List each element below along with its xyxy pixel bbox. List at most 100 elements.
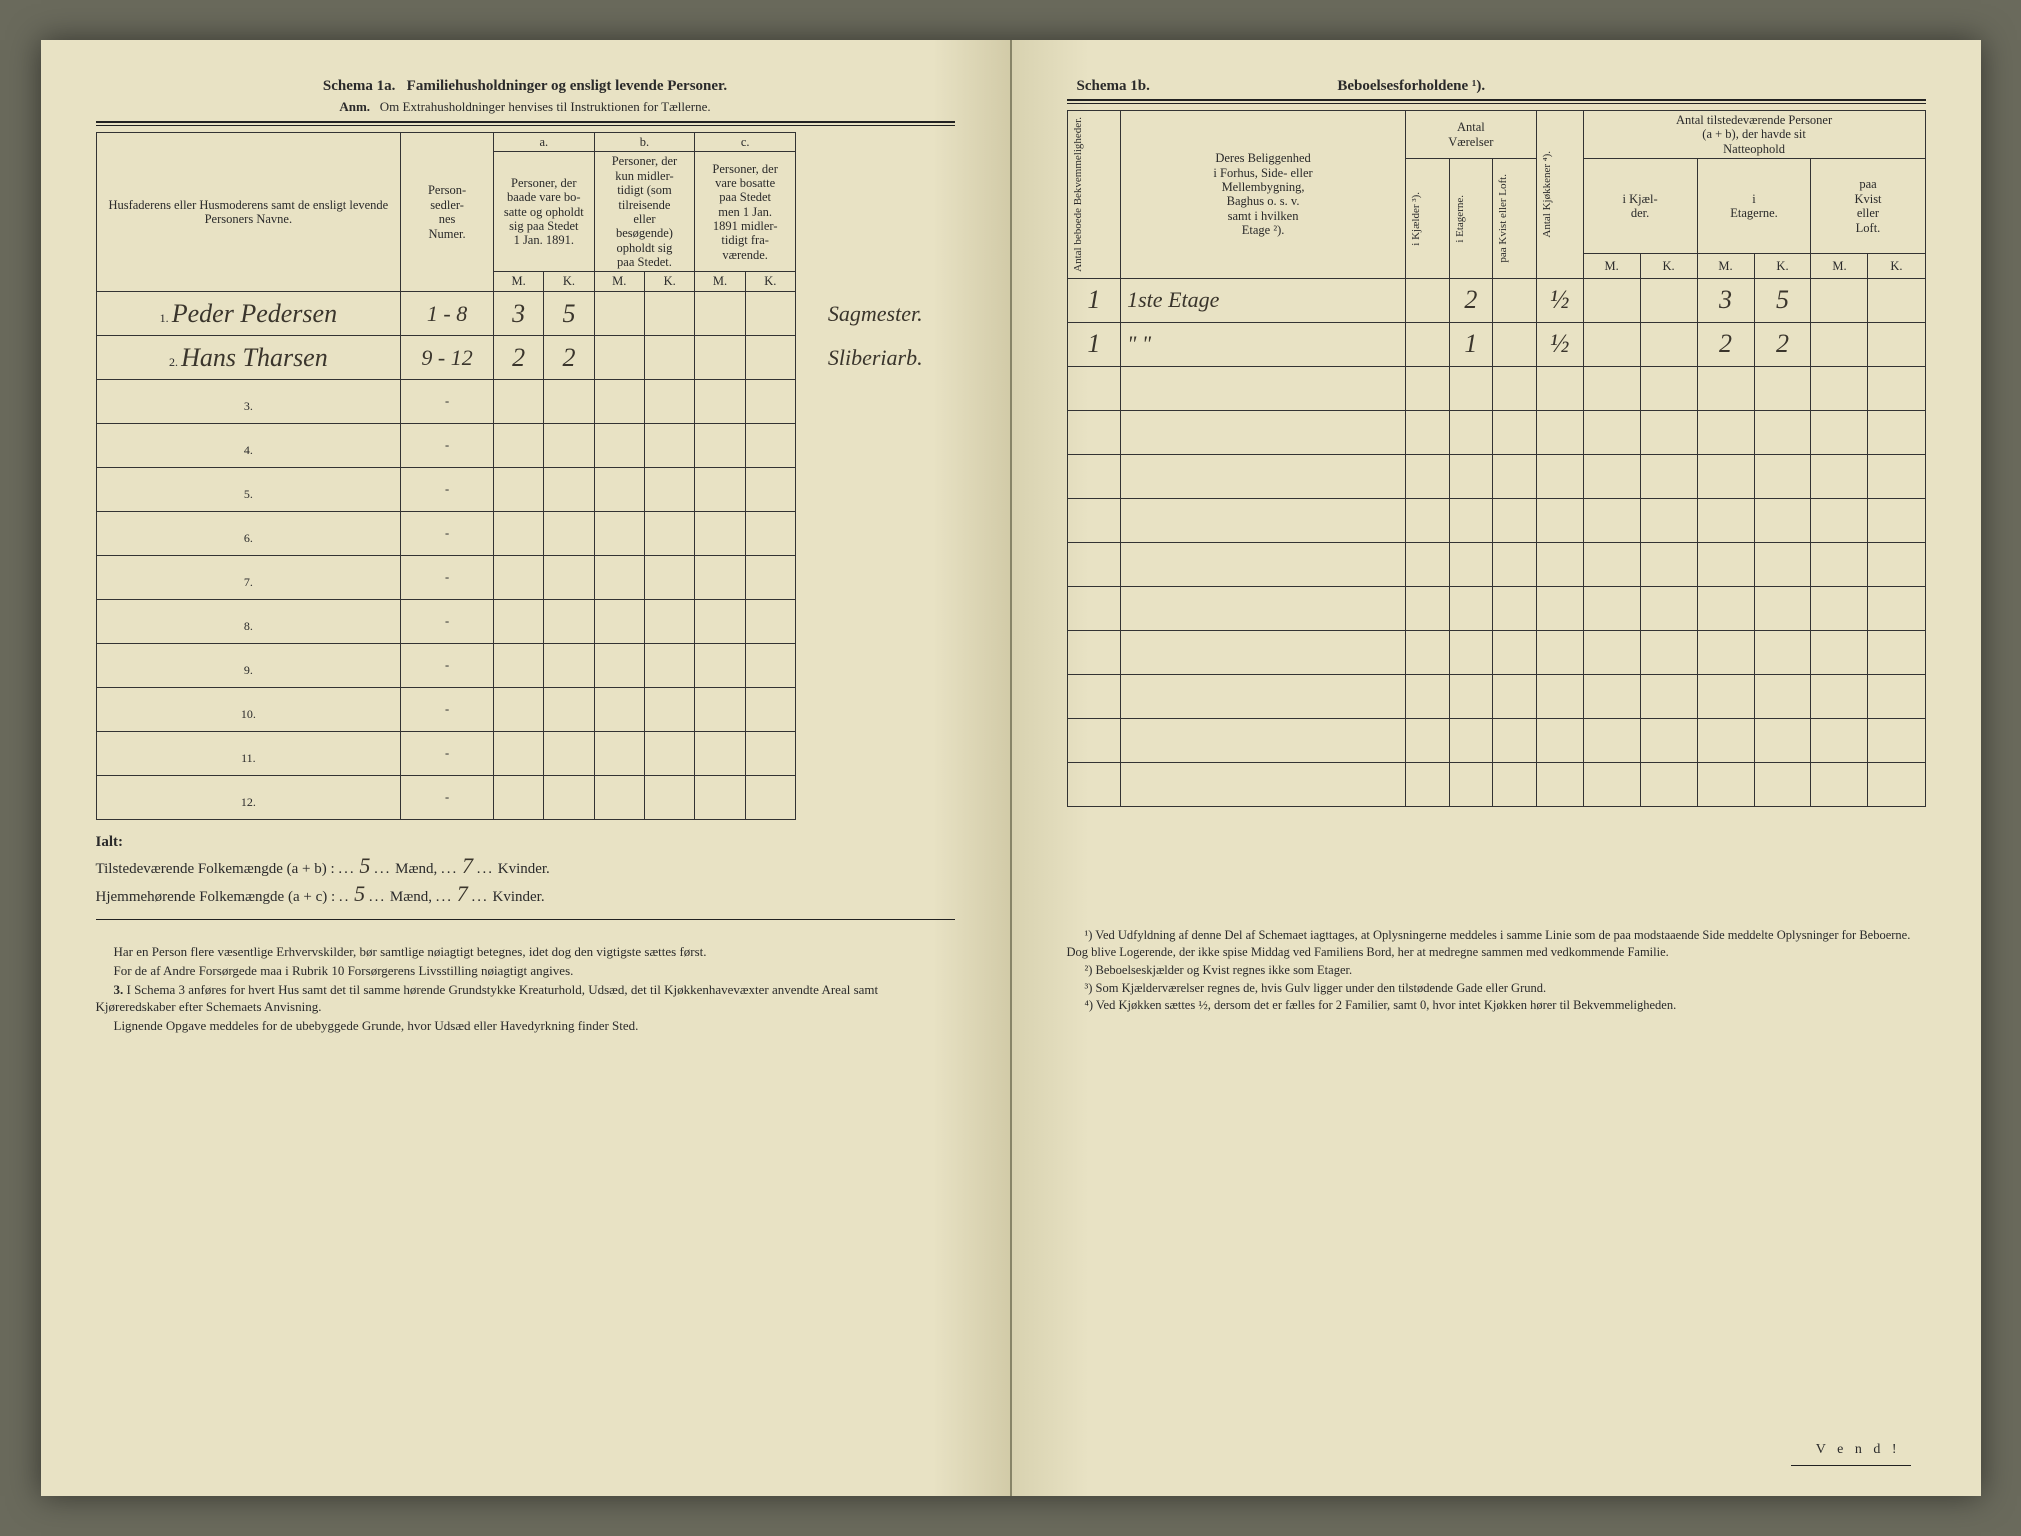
cell-pn: 1 - 8: [401, 292, 494, 336]
cell-name: 9.: [96, 644, 401, 688]
cell-kv: [1493, 454, 1537, 498]
cell-cM: [695, 600, 745, 644]
col-i-kjael: i Kjæl- der.: [1583, 159, 1697, 254]
cell-bK: [644, 336, 694, 380]
cell-bK: [644, 556, 694, 600]
cell-belig: [1121, 718, 1406, 762]
cell-cM: [695, 688, 745, 732]
cell-kok: [1536, 542, 1583, 586]
cell-bM: [594, 468, 644, 512]
cell-kj: [1406, 498, 1450, 542]
cell-aM: [493, 468, 543, 512]
col-c-desc: Personer, der vare bosatte paa Stedet me…: [695, 152, 796, 272]
cell-bM: [594, 732, 644, 776]
cell-pkK: [1868, 762, 1925, 806]
cell-ieM: [1697, 498, 1754, 542]
table-row: [1067, 630, 1925, 674]
cell-pkM: [1811, 454, 1868, 498]
cell-pkM: [1811, 498, 1868, 542]
cell-bK: [644, 424, 694, 468]
cell-kv: [1493, 586, 1537, 630]
cell-aM: [493, 424, 543, 468]
cell-pkM: [1811, 586, 1868, 630]
cell-belig: [1121, 630, 1406, 674]
cell-name: 2. Hans Tharsen: [96, 336, 401, 380]
cell-ieK: [1754, 498, 1811, 542]
cell-kok: [1536, 630, 1583, 674]
cell-aK: [544, 776, 594, 820]
col-antal-vaer: Antal Værelser: [1406, 111, 1537, 159]
col-a-k: K.: [544, 272, 594, 292]
total-ab-m: 5: [359, 853, 370, 878]
cell-belig: [1121, 410, 1406, 454]
cell-aK: 2: [544, 336, 594, 380]
table-row: [1067, 454, 1925, 498]
cell-ieM: [1697, 674, 1754, 718]
cell-ikM: [1583, 410, 1640, 454]
cell-occupation: Sagmester.: [796, 292, 955, 336]
cell-cK: [745, 644, 795, 688]
cell-ikK: [1640, 718, 1697, 762]
cell-cM: [695, 556, 745, 600]
cell-ieK: [1754, 454, 1811, 498]
cell-kj: [1406, 630, 1450, 674]
cell-pn: -: [401, 732, 494, 776]
cell-kok: [1536, 586, 1583, 630]
cell-ieM: [1697, 366, 1754, 410]
cell-ikM: [1583, 278, 1640, 322]
cell-ikK: [1640, 454, 1697, 498]
cell-ieK: [1754, 630, 1811, 674]
cell-pkK: [1868, 586, 1925, 630]
cell-pkK: [1868, 674, 1925, 718]
footnote-3: ³) Som Kjælderværelser regnes de, hvis G…: [1067, 980, 1926, 997]
cell-bekv: [1067, 366, 1121, 410]
right-page: Schema 1b. Beboelsesforholdene ¹). Antal…: [1012, 40, 1981, 1496]
cell-ieK: [1754, 366, 1811, 410]
cell-kv: [1493, 762, 1537, 806]
cell-et: [1449, 586, 1493, 630]
cell-occupation: [796, 468, 955, 512]
cell-cM: [695, 424, 745, 468]
cell-ieK: [1754, 762, 1811, 806]
table-row: 11. -: [96, 732, 955, 776]
cell-pkM: [1811, 322, 1868, 366]
cell-ikM: [1583, 322, 1640, 366]
cell-ikK: [1640, 674, 1697, 718]
cell-pkK: [1868, 498, 1925, 542]
cell-pkK: [1868, 630, 1925, 674]
cell-aM: [493, 556, 543, 600]
cell-bekv: [1067, 586, 1121, 630]
cell-bM: [594, 776, 644, 820]
table-row: [1067, 674, 1925, 718]
cell-bK: [644, 512, 694, 556]
col-a-label: a.: [493, 133, 594, 152]
cell-bekv: 1: [1067, 278, 1121, 322]
col-et: i Etagerne.: [1453, 191, 1467, 247]
table-row: 5. -: [96, 468, 955, 512]
cell-pkK: [1868, 366, 1925, 410]
col-bekv: Antal beboede Bekvemmeligheder.: [1071, 113, 1085, 276]
cell-aK: [544, 600, 594, 644]
cell-ieM: [1697, 454, 1754, 498]
cell-bekv: [1067, 674, 1121, 718]
cell-bekv: [1067, 410, 1121, 454]
cell-occupation: [796, 380, 955, 424]
cell-bM: [594, 380, 644, 424]
cell-ikK: [1640, 410, 1697, 454]
cell-ikK: [1640, 278, 1697, 322]
cell-occupation: [796, 600, 955, 644]
cell-aM: 2: [493, 336, 543, 380]
cell-pkK: [1868, 718, 1925, 762]
cell-pkM: [1811, 762, 1868, 806]
left-title: Schema 1a. Familiehusholdninger og ensli…: [96, 78, 955, 95]
cell-bK: [644, 380, 694, 424]
cell-name: 1. Peder Pedersen: [96, 292, 401, 336]
cell-et: [1449, 498, 1493, 542]
cell-cM: [695, 292, 745, 336]
table-row: [1067, 498, 1925, 542]
cell-kj: [1406, 762, 1450, 806]
cell-belig: " ": [1121, 322, 1406, 366]
cell-ikK: [1640, 366, 1697, 410]
cell-belig: 1ste Etage: [1121, 278, 1406, 322]
cell-belig: [1121, 674, 1406, 718]
